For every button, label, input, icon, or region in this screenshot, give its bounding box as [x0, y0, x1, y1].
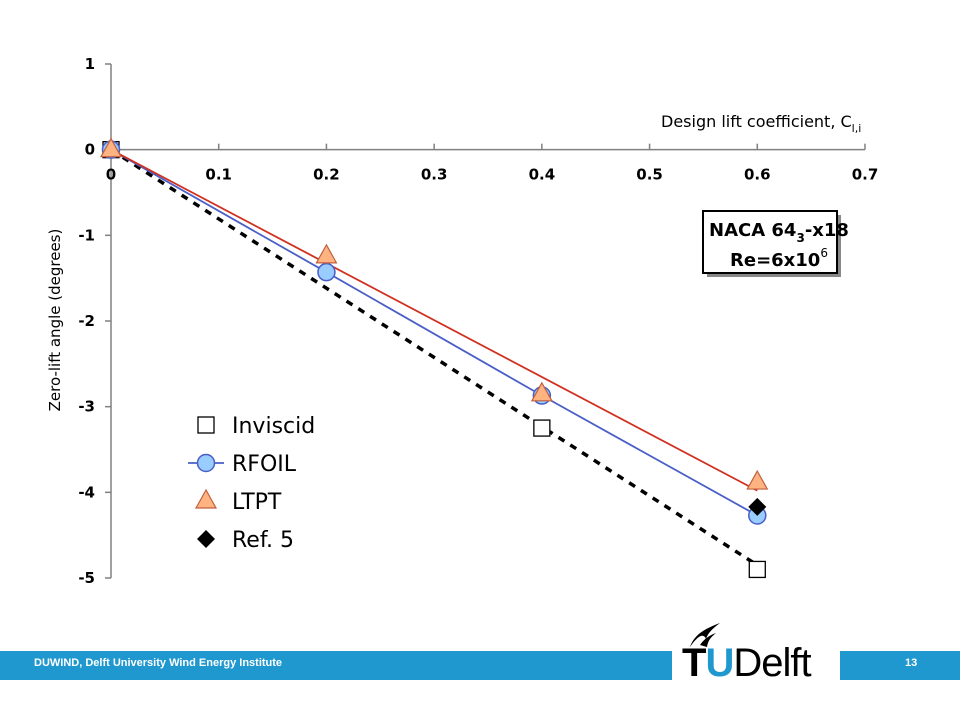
- flame-icon: [690, 623, 720, 647]
- x-axis-label-main: Design lift coefficient, C: [661, 112, 852, 131]
- point-2-2: [530, 381, 553, 402]
- point-0-2: [748, 560, 766, 579]
- annotation-line1: NACA 643-x18: [709, 220, 849, 245]
- legend-label: Inviscid: [232, 414, 315, 439]
- legend-label: RFOIL: [232, 452, 297, 477]
- point-3-0: [748, 497, 767, 516]
- x-axis-label: Design lift coefficient, Cl,i: [661, 112, 861, 135]
- legend-marker-2: [194, 488, 218, 509]
- x-tick-label: 0: [106, 166, 116, 184]
- y-tick-label: 1: [85, 55, 95, 73]
- x-tick-label: 0.3: [421, 166, 448, 184]
- x-tick-label: 0.7: [852, 166, 879, 184]
- chart: 1 0 -1 -2 -3 -4 -5 0 0.1 0.2 0.3 0.4 0.5 0.6 0.7 Zero-…: [46, 55, 878, 587]
- footer-institute: DUWIND, Delft University Wind Energy Ins…: [34, 657, 283, 669]
- y-tick-label: -2: [78, 312, 95, 330]
- point-2-1: [315, 243, 338, 264]
- annotation-box: NACA 643-x18 Re=6x106: [702, 210, 849, 277]
- legend-marker-3: [197, 530, 215, 548]
- point-0-1: [533, 419, 551, 437]
- legend-label: Ref. 5: [232, 528, 294, 553]
- legend-marker-0: [197, 416, 215, 434]
- series-line-1: [110, 148, 758, 517]
- y-axis-label: Zero-lift angle (degrees): [46, 229, 64, 412]
- x-tick-label: 0.2: [313, 166, 340, 184]
- y-tick-label: -5: [78, 569, 95, 587]
- point-2-0: [99, 137, 123, 158]
- annotation-line2: Re=6x106: [730, 246, 828, 271]
- series-line-0: [110, 148, 759, 567]
- x-tick-label: 0.4: [529, 166, 556, 184]
- legend-marker-1: [196, 453, 216, 473]
- y-tick-label: -4: [78, 483, 95, 501]
- point-1-1: [317, 262, 336, 282]
- x-axis-label-sub: l,i: [852, 122, 862, 135]
- logo-text: TUDelft: [682, 641, 812, 685]
- x-tick-label: 0.6: [744, 166, 771, 184]
- tudelft-logo: TUDelft: [672, 619, 840, 685]
- x-tick-label: 0.1: [205, 166, 232, 184]
- series-lines: [110, 148, 759, 567]
- series-markers: [99, 137, 769, 579]
- y-tick-label: 0: [85, 141, 95, 159]
- y-tick-label: -1: [78, 226, 95, 244]
- page-number: 13: [905, 657, 918, 669]
- legend-label: LTPT: [232, 490, 282, 515]
- axes: 1 0 -1 -2 -3 -4 -5 0 0.1 0.2 0.3 0.4 0.5 0.6 0.7: [78, 55, 878, 587]
- series-line-2: [110, 148, 758, 492]
- x-tick-label: 0.5: [636, 166, 663, 184]
- y-tick-label: -3: [78, 398, 95, 416]
- legend: Inviscid RFOIL LTPT Ref. 5: [188, 414, 315, 553]
- point-2-3: [746, 469, 769, 490]
